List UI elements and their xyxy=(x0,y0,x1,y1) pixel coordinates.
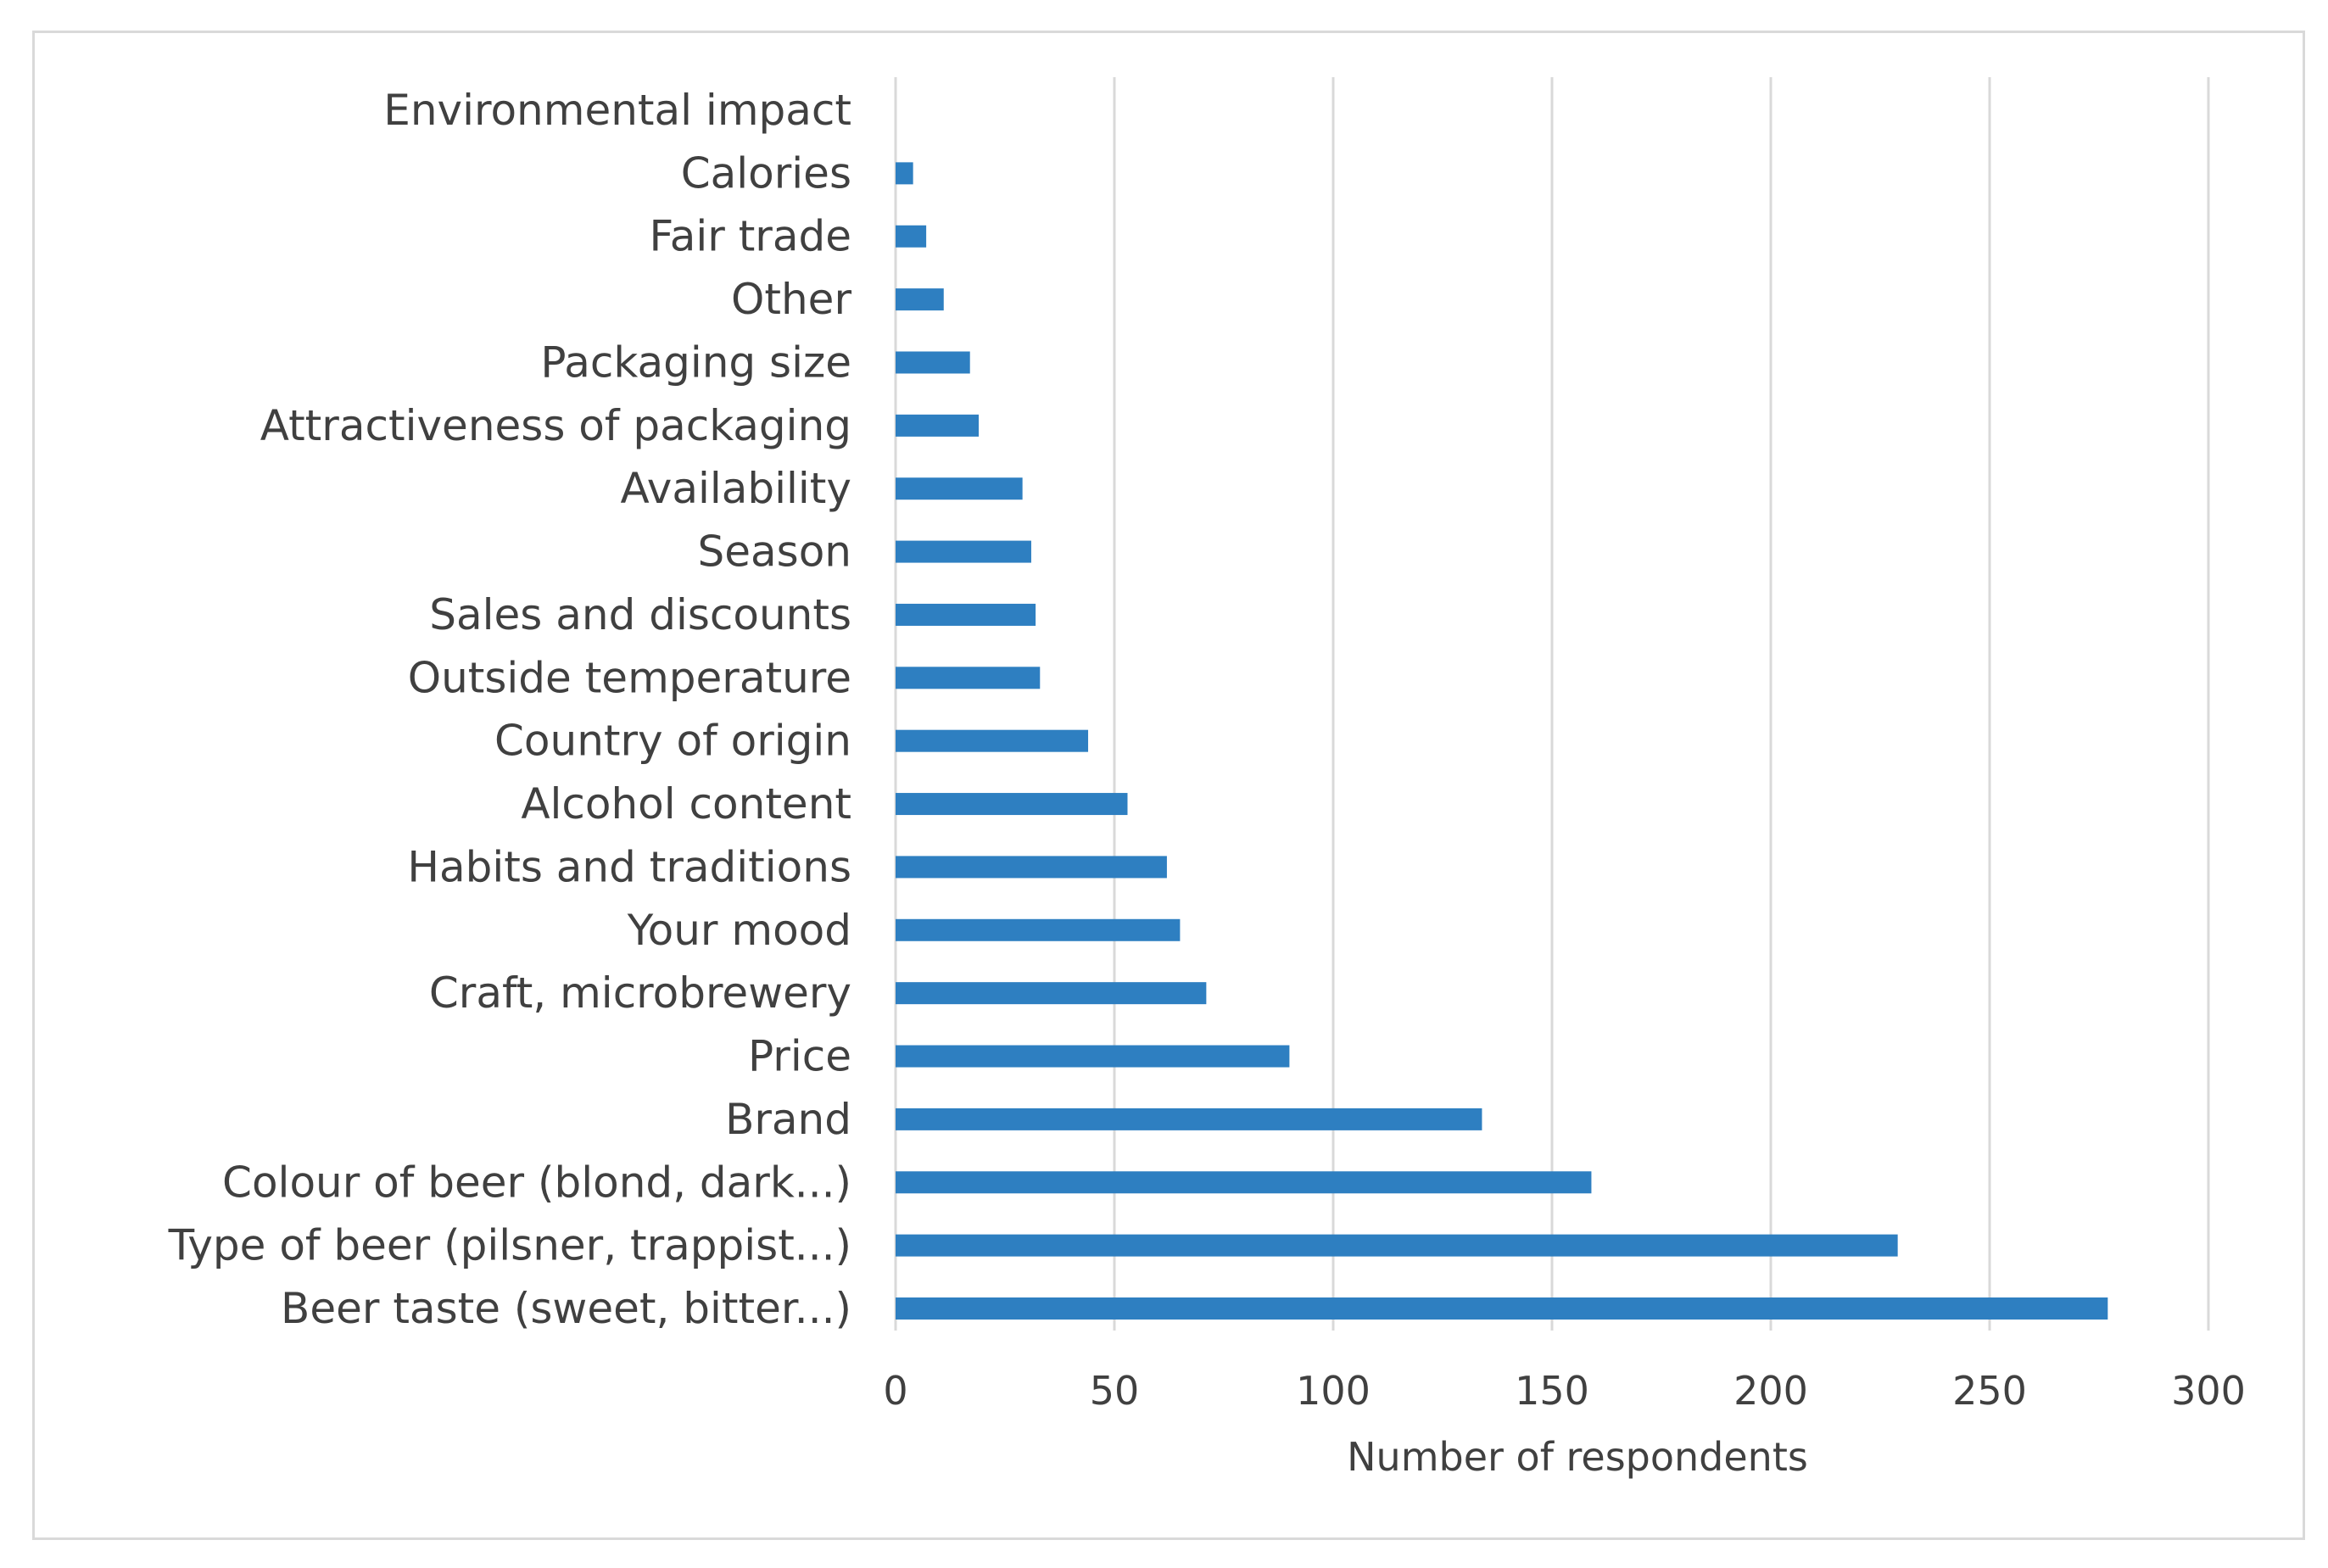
bar-availability xyxy=(896,477,1023,500)
category-label: Outside temperature xyxy=(408,653,851,702)
bars xyxy=(896,162,2108,1320)
bar-craft-microbrewery xyxy=(896,982,1207,1005)
category-labels: Environmental impact Calories Fair trade Ot… xyxy=(168,86,852,1333)
category-label: Season xyxy=(698,527,851,577)
bar-habits-and-traditions xyxy=(896,856,1167,879)
bar-packaging-size xyxy=(896,351,970,374)
chart-frame: Environmental impact Calories Fair trade Ot… xyxy=(32,31,2305,1540)
category-label: Brand xyxy=(725,1095,851,1144)
x-tick-label: 250 xyxy=(1952,1368,2027,1414)
category-label: Beer taste (sweet, bitter...) xyxy=(281,1284,851,1333)
category-label: Type of beer (pilsner, trappist...) xyxy=(168,1221,851,1270)
bar-price xyxy=(896,1045,1290,1068)
category-label: Environmental impact xyxy=(383,86,851,135)
category-label: Calories xyxy=(681,148,851,198)
bar-colour-of-beer-blond-dark xyxy=(896,1171,1592,1194)
bar-alcohol-content xyxy=(896,793,1128,816)
x-tick-label: 200 xyxy=(1733,1368,1808,1414)
bar-attractiveness-of-packaging xyxy=(896,414,980,437)
bar-beer-taste-sweet-bitter xyxy=(896,1297,2108,1320)
category-label: Alcohol content xyxy=(521,779,851,829)
gridlines xyxy=(894,77,2210,1331)
bar-brand xyxy=(896,1108,1482,1130)
category-label: Craft, microbrewery xyxy=(429,968,851,1018)
x-tick-labels: 0 50 100 150 200 250 300 xyxy=(883,1368,2246,1414)
bar-your-mood xyxy=(896,918,1181,941)
category-label: Price xyxy=(748,1032,851,1081)
bar-country-of-origin xyxy=(896,729,1089,752)
category-label: Country of origin xyxy=(494,717,851,766)
x-tick-label: 300 xyxy=(2171,1368,2246,1414)
category-label: Habits and traditions xyxy=(407,842,851,891)
x-tick-label: 0 xyxy=(883,1368,907,1414)
category-label: Availability xyxy=(620,464,851,513)
bar-calories xyxy=(896,162,913,185)
bar-outside-temperature xyxy=(896,667,1041,689)
bar-season xyxy=(896,540,1031,563)
x-axis-title: Number of respondents xyxy=(1347,1434,1808,1480)
x-tick-label: 100 xyxy=(1296,1368,1371,1414)
bar-other xyxy=(896,288,944,311)
category-label: Fair trade xyxy=(650,212,851,261)
category-label: Colour of beer (blond, dark...) xyxy=(222,1158,851,1207)
category-label: Your mood xyxy=(627,906,851,955)
category-label: Other xyxy=(731,275,851,324)
category-label: Sales and discounts xyxy=(429,590,851,639)
category-label: Packaging size xyxy=(540,338,851,387)
bar-chart: Environmental impact Calories Fair trade Ot… xyxy=(168,77,2246,1480)
category-label: Attractiveness of packaging xyxy=(260,401,851,450)
x-tick-label: 50 xyxy=(1090,1368,1140,1414)
x-tick-label: 150 xyxy=(1515,1368,1589,1414)
bar-fair-trade xyxy=(896,225,927,248)
bar-type-of-beer-pilsner-trappist xyxy=(896,1234,1898,1257)
bar-sales-and-discounts xyxy=(896,603,1036,626)
